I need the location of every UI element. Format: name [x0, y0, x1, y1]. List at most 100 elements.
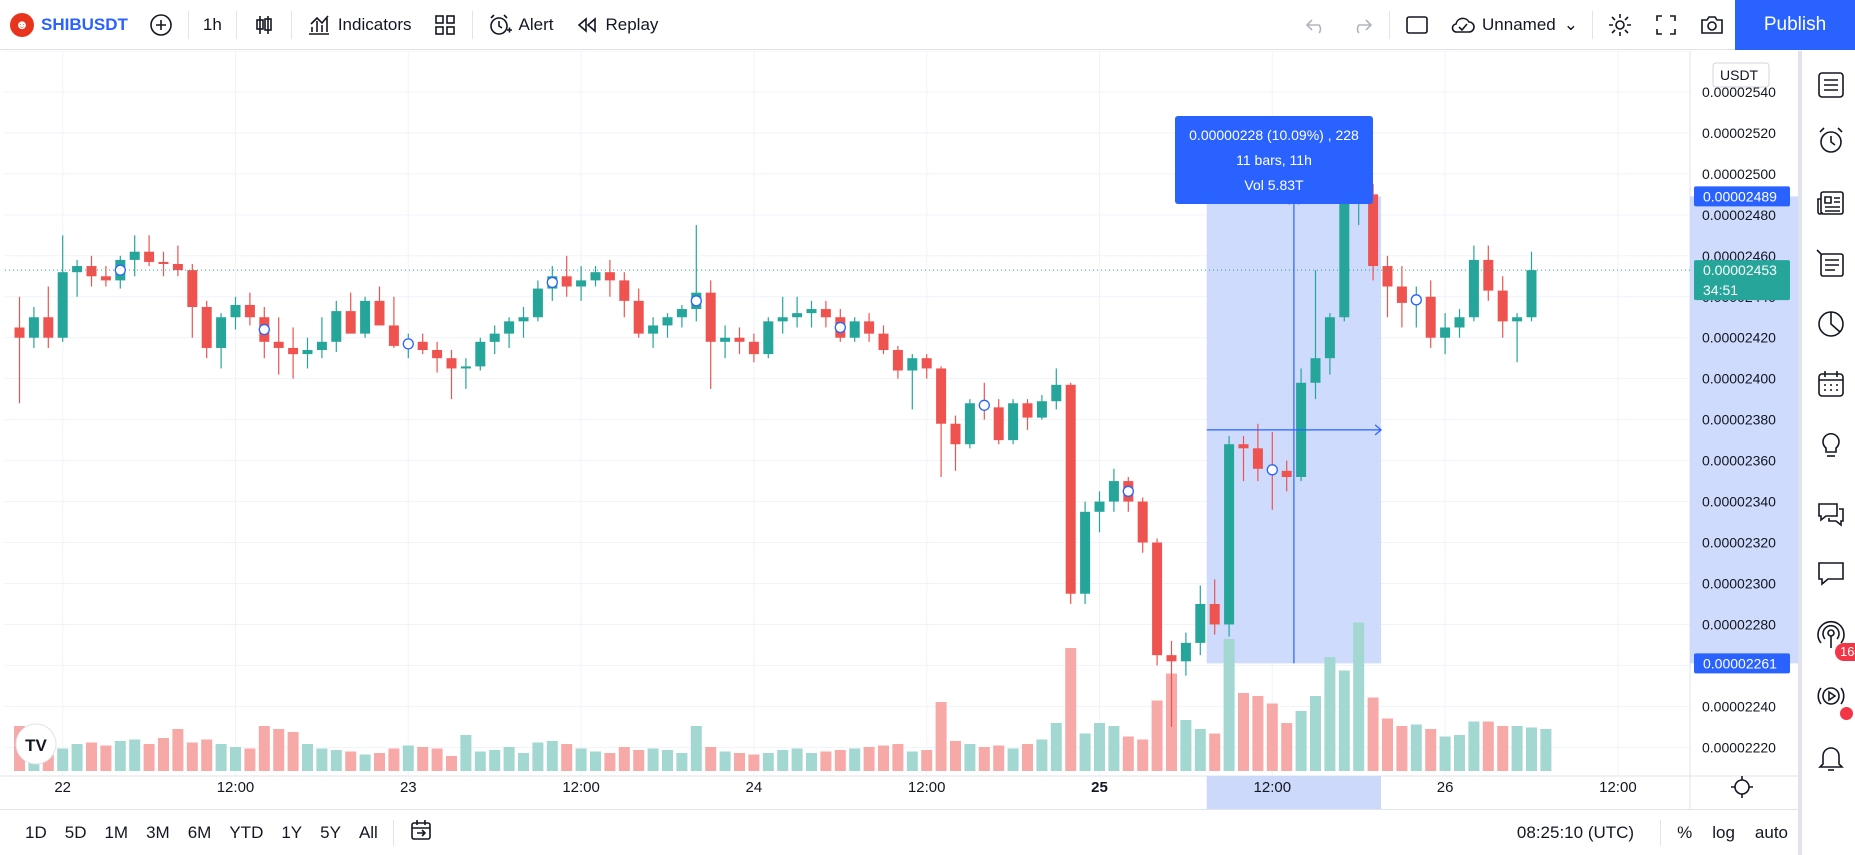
volume-bar — [1425, 729, 1437, 771]
alarm-clock-icon — [1819, 127, 1843, 153]
chart-type-button[interactable] — [241, 0, 287, 50]
candle-series — [14, 173, 1537, 727]
symbol-name: SHIBUSDT — [41, 14, 128, 34]
calendar-button[interactable] — [1814, 367, 1848, 401]
go-to-date-button[interactable] — [400, 818, 442, 847]
watchlist-button[interactable] — [1814, 68, 1848, 102]
candle-body — [158, 261, 169, 264]
volume-bar — [892, 744, 904, 771]
candle-body — [1425, 296, 1436, 338]
minds-button[interactable] — [1814, 556, 1848, 590]
candle-body — [72, 266, 83, 273]
volume-bar — [590, 751, 601, 771]
candle-body — [14, 327, 25, 338]
auto-scale-toggle[interactable]: auto — [1754, 822, 1788, 842]
volume-bar — [604, 753, 616, 771]
layout-name-button[interactable]: Unnamed ⌄ — [1440, 0, 1588, 50]
candle-body — [1483, 259, 1494, 291]
undo-icon — [1303, 12, 1329, 38]
range-1y-button[interactable]: 1Y — [281, 822, 303, 842]
candle-body — [28, 317, 39, 338]
chart-canvas[interactable]: 0.000022200.000022400.000022600.00002280… — [0, 51, 1798, 809]
range-1m-button[interactable]: 1M — [104, 822, 129, 842]
candle-body — [388, 325, 399, 346]
log-scale-toggle[interactable]: log — [1712, 822, 1735, 842]
chat-bubble-icon — [1818, 562, 1844, 586]
range-all-button[interactable]: All — [358, 822, 378, 842]
candle-body — [1238, 444, 1249, 449]
percent-scale-toggle[interactable]: % — [1677, 822, 1693, 842]
square-icon — [1404, 12, 1430, 38]
volume-bar — [1209, 733, 1221, 771]
candle-body — [892, 350, 903, 371]
event-marker — [834, 321, 846, 334]
volume-bar — [57, 748, 69, 771]
range-6m-button[interactable]: 6M — [187, 822, 212, 842]
volume-bar — [849, 748, 861, 771]
volume-bar — [1295, 711, 1307, 771]
fullscreen-layout-button[interactable] — [1394, 0, 1440, 50]
undo-button[interactable] — [1293, 0, 1339, 50]
live-stream-button[interactable] — [1814, 679, 1848, 713]
candle-body — [849, 321, 860, 338]
price-axis[interactable]: 0.000022200.000022400.000022600.00002280… — [1694, 84, 1790, 755]
time-tick-label: 26 — [1437, 779, 1454, 796]
range-5d-button[interactable]: 5D — [64, 822, 87, 842]
candle-body — [633, 300, 644, 334]
candle-body — [302, 350, 313, 355]
hotlists-button[interactable] — [1814, 307, 1848, 341]
calendar-arrow-icon — [411, 820, 431, 840]
alerts-button[interactable] — [1814, 124, 1848, 158]
interval-button[interactable]: 1h — [193, 0, 232, 50]
range-5y-button[interactable]: 5Y — [320, 822, 341, 842]
measure-low-tag-text: 0.00002261 — [1703, 655, 1777, 671]
volume-bar — [734, 753, 745, 771]
range-ytd-button[interactable]: YTD — [229, 822, 264, 842]
templates-button[interactable] — [422, 0, 468, 50]
time-axis[interactable]: 22 12:00 23 12:00 24 12:00 25 12:00 26 12:00 — [54, 779, 1636, 796]
symbol-search-button[interactable]: ☻ SHIBUSDT — [0, 0, 138, 50]
volume-bar — [71, 744, 83, 771]
ideas-button[interactable] — [1814, 427, 1848, 461]
volume-bar — [1482, 721, 1494, 771]
compare-symbol-button[interactable] — [138, 0, 184, 50]
candle-body — [1368, 194, 1379, 267]
volume-bar — [143, 744, 155, 771]
range-3m-button[interactable]: 3M — [146, 822, 170, 842]
volume-bar — [1065, 648, 1077, 771]
notifications-button[interactable] — [1814, 741, 1848, 775]
time-tick-label: 12:00 — [217, 779, 255, 796]
snapshot-button[interactable] — [1689, 0, 1735, 50]
utc-clock[interactable]: 08:25:10 (UTC) — [1516, 822, 1635, 842]
candle-body — [1396, 286, 1407, 303]
alarm-clock-icon — [487, 12, 513, 38]
streams-button[interactable] — [1814, 618, 1848, 652]
chats-button[interactable] — [1814, 497, 1848, 531]
axis-settings-button[interactable] — [1731, 776, 1753, 798]
alert-button[interactable]: Alert — [477, 0, 564, 50]
volume-bar — [1439, 736, 1451, 771]
replay-button[interactable]: Replay — [564, 0, 669, 50]
time-tick-label: 24 — [746, 779, 763, 796]
range-1d-button[interactable]: 1D — [25, 822, 47, 842]
indicators-button[interactable]: Indicators — [296, 0, 422, 50]
candle-body — [475, 341, 486, 367]
event-marker — [402, 338, 414, 350]
candle-body — [820, 309, 831, 318]
redo-button[interactable] — [1339, 0, 1385, 50]
candle-body — [1310, 358, 1321, 383]
publish-button[interactable]: Publish — [1735, 0, 1855, 50]
candle-body — [921, 358, 932, 369]
volume-bar — [1252, 696, 1264, 771]
data-window-button[interactable] — [1814, 247, 1848, 281]
volume-bar — [777, 750, 789, 771]
volume-bar — [1468, 721, 1480, 771]
plus-circle-icon — [148, 12, 174, 38]
candle-body — [86, 266, 97, 277]
currency-selector[interactable]: USDT — [1712, 62, 1770, 88]
news-button[interactable] — [1814, 186, 1848, 220]
chart-panel[interactable]: 0.000022200.000022400.000022600.00002280… — [0, 51, 1798, 809]
measure-tooltip-box — [1175, 116, 1373, 204]
fullscreen-button[interactable] — [1643, 0, 1689, 50]
settings-button[interactable] — [1597, 0, 1643, 50]
